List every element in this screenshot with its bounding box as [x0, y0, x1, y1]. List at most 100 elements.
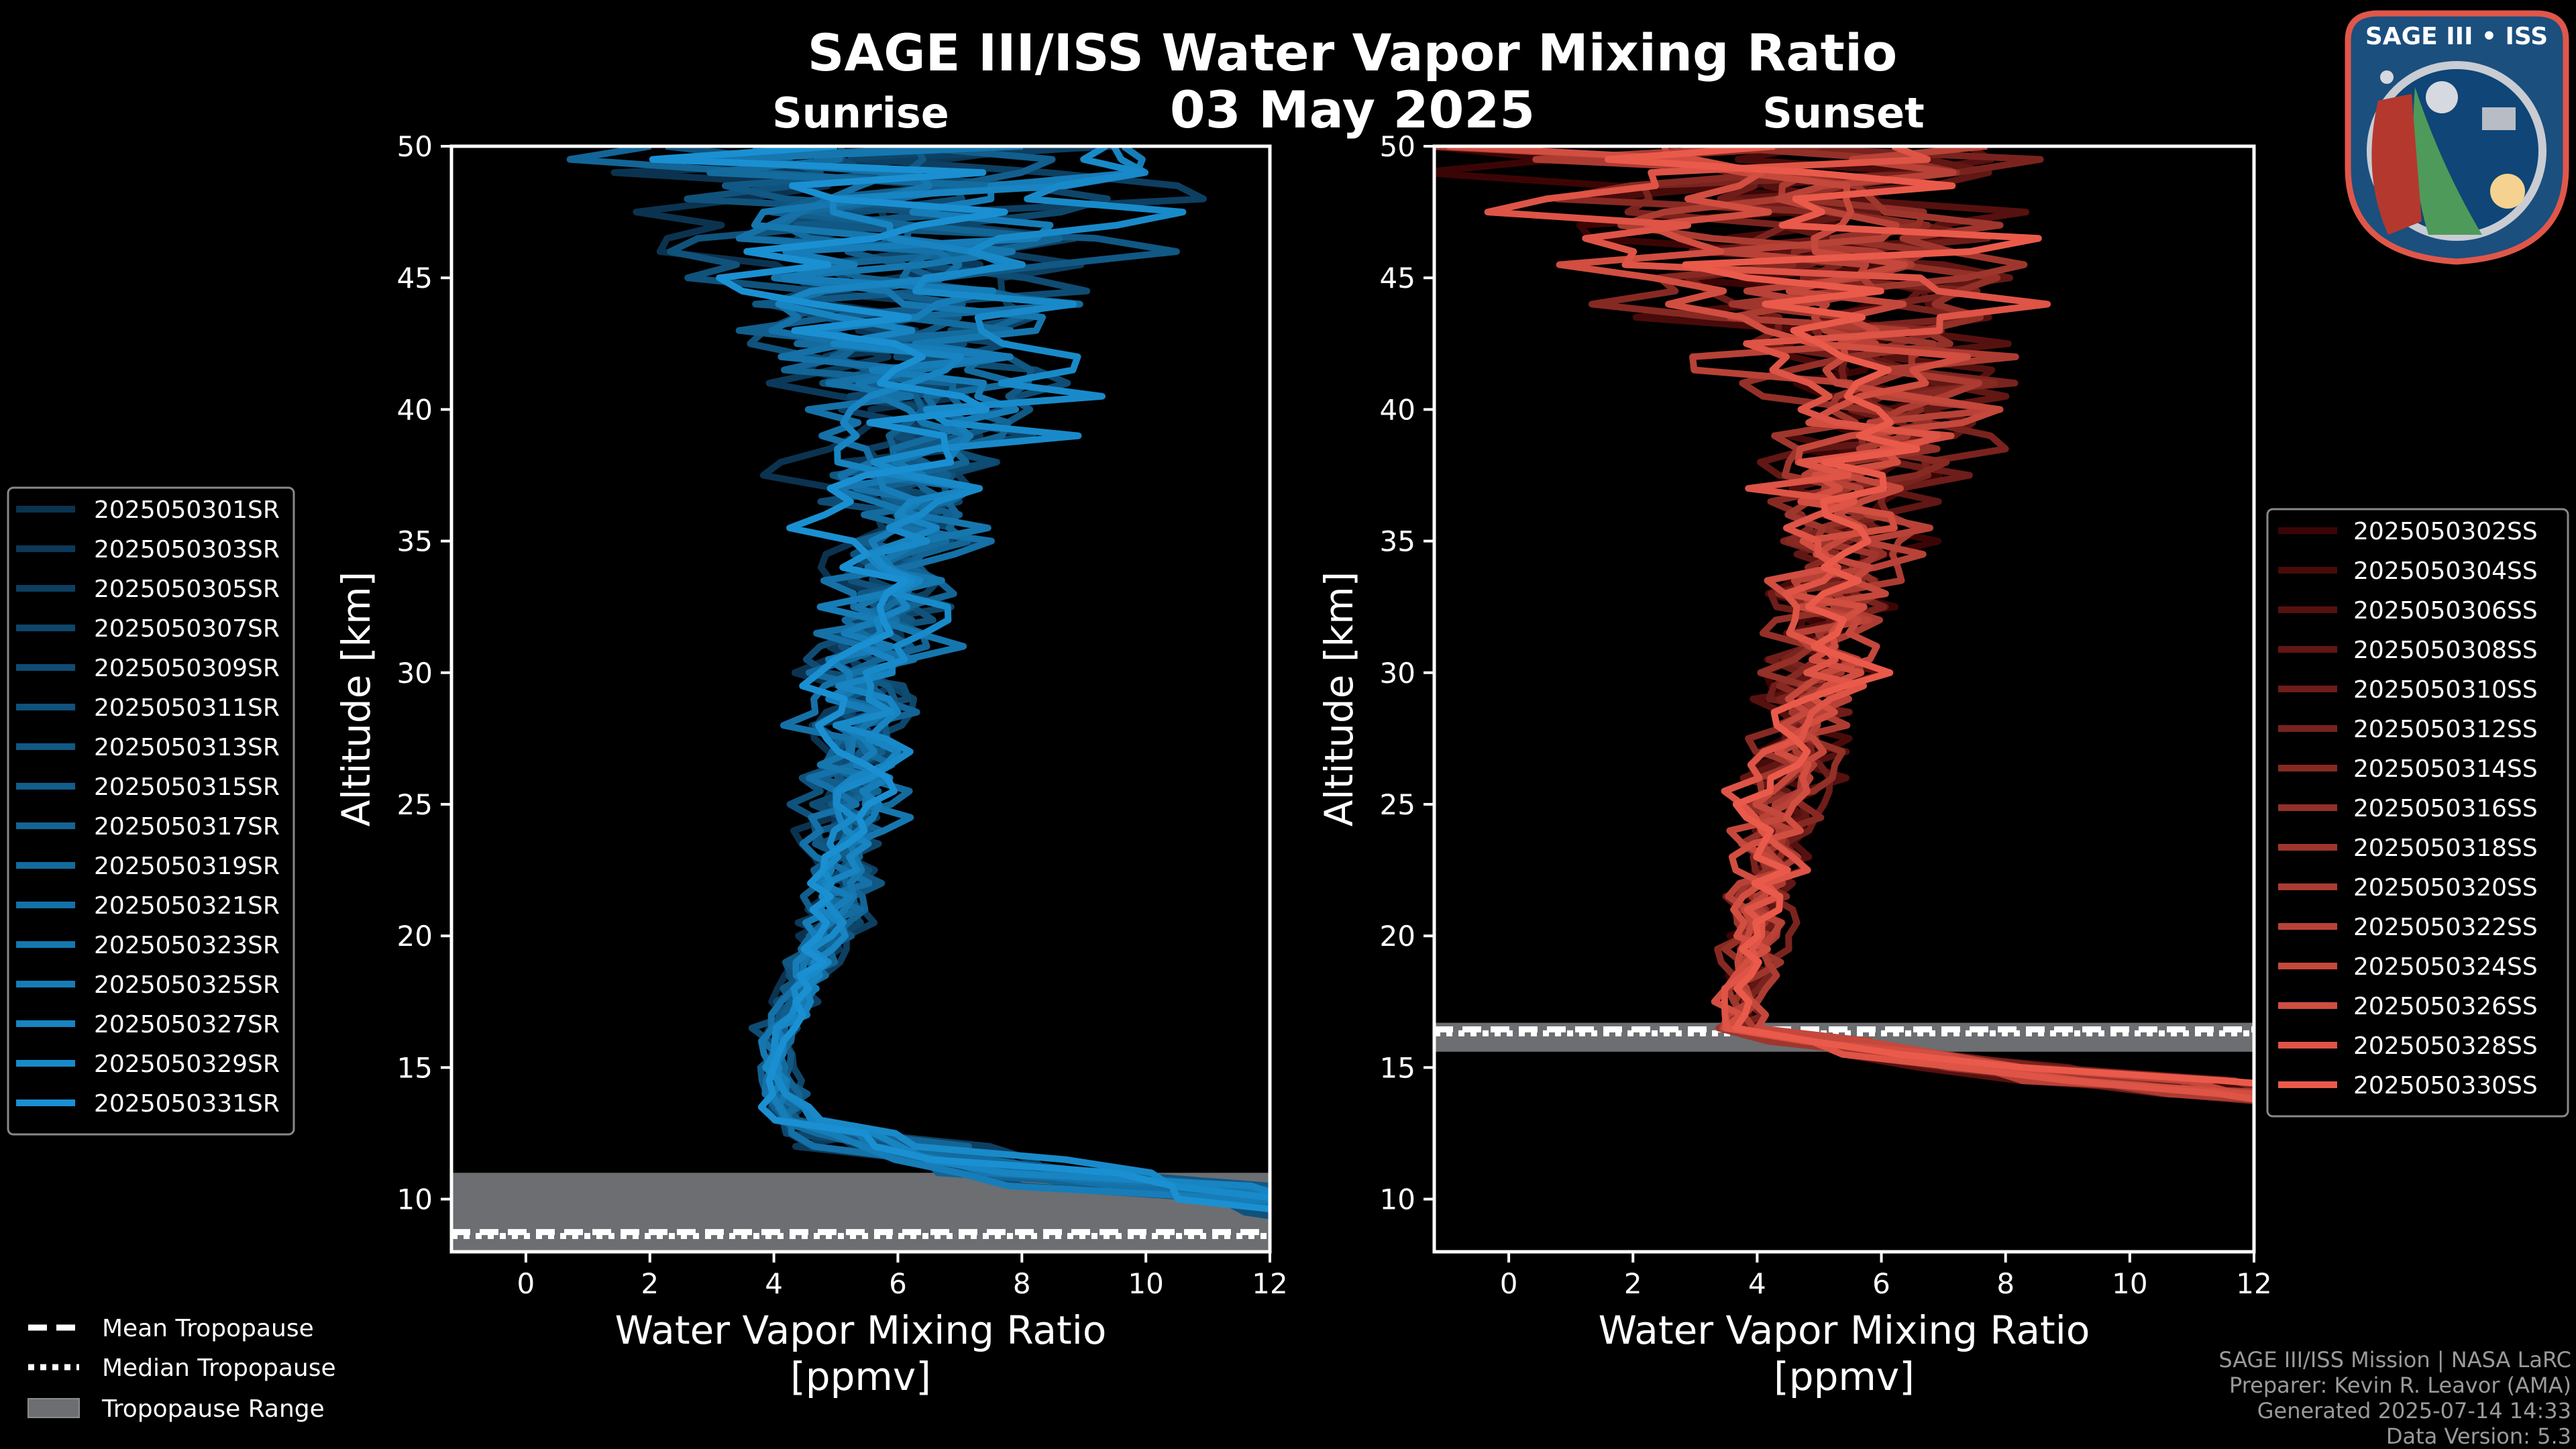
x-tick-label: 0 — [517, 1267, 535, 1300]
chart-date: 03 May 2025 — [1170, 80, 1535, 140]
legend-label: 2025050324SS — [2353, 953, 2538, 981]
profile-line-2025050327SR — [770, 146, 1270, 1196]
sunset-panel: 0 2 4 6 8 10 12 10 15 20 25 30 35 40 45 50 Water Vapor M… — [1316, 130, 2569, 1399]
y-tick-label: 15 — [1380, 1051, 1415, 1084]
y-tick-label: 30 — [1380, 657, 1415, 690]
legend-item: 2025050312SS — [2278, 716, 2538, 743]
footer-credits: SAGE III/ISS Mission | NASA LaRC Prepare… — [2218, 1347, 2571, 1449]
legend-label: 2025050316SS — [2353, 795, 2538, 822]
profile-line-2025050330SS — [1605, 146, 2254, 1087]
footer-generated: Generated 2025-07-14 14:33 — [2257, 1398, 2571, 1424]
legend-label: 2025050309SR — [94, 655, 280, 682]
y-tick-label: 35 — [397, 525, 433, 558]
legend-label: 2025050322SS — [2353, 914, 2538, 941]
legend-label: 2025050317SR — [94, 813, 280, 841]
x-tick-label: 6 — [1872, 1267, 1890, 1300]
legend-label: 2025050330SS — [2353, 1072, 2538, 1099]
legend-label: 2025050329SR — [94, 1051, 280, 1078]
x-axis-unit: [ppmv] — [1774, 1354, 1915, 1399]
y-tick-label: 45 — [1380, 262, 1415, 294]
legend-item: 2025050331SR — [16, 1090, 280, 1118]
legend-label: 2025050326SS — [2353, 993, 2538, 1020]
legend-label: 2025050319SR — [94, 853, 280, 880]
tropopause-legend: Mean Tropopause Median Tropopause Tropop… — [28, 1315, 336, 1423]
y-tick-label: 50 — [1380, 130, 1415, 163]
legend-label: 2025050301SR — [94, 496, 280, 524]
legend-label: 2025050310SS — [2353, 676, 2538, 704]
legend-label: 2025050305SR — [94, 576, 280, 603]
legend-label: 2025050312SS — [2353, 716, 2538, 743]
legend-label: 2025050328SS — [2353, 1032, 2538, 1060]
y-axis-label: Altitude [km] — [333, 572, 379, 826]
sunset-series-legend: 2025050302SS 2025050304SS 2025050306SS 2025… — [2266, 508, 2569, 1118]
legend-item: 2025050326SS — [2278, 993, 2538, 1020]
x-tick-label: 4 — [765, 1267, 783, 1300]
plot-area — [1434, 146, 2254, 1104]
legend-item: 2025050309SR — [16, 655, 280, 682]
legend-frame — [7, 486, 295, 1136]
legend-item: 2025050330SS — [2278, 1072, 2538, 1099]
legend-label: 2025050311SR — [94, 694, 280, 722]
y-tick-label: 40 — [397, 393, 433, 426]
legend-item: 2025050306SS — [2278, 597, 2538, 625]
footer-preparer: Preparer: Kevin R. Leavor (AMA) — [2229, 1373, 2571, 1398]
legend-item: 2025050324SS — [2278, 953, 2538, 981]
x-axis-label: Water Vapor Mixing Ratio — [1599, 1307, 2090, 1353]
legend-item: 2025050302SS — [2278, 518, 2538, 545]
svg-text:SAGE III • ISS: SAGE III • ISS — [2365, 23, 2548, 50]
legend-item: 2025050311SR — [16, 694, 280, 722]
axes-frame — [449, 144, 1272, 1254]
axes-frame — [1432, 144, 2256, 1254]
legend-label: 2025050321SR — [94, 892, 280, 920]
y-tick-label: 20 — [1380, 920, 1415, 953]
legend-item: 2025050301SR — [16, 496, 280, 524]
legend-label: 2025050325SR — [94, 971, 280, 999]
legend-item: 2025050328SS — [2278, 1032, 2538, 1060]
y-tick-label: 15 — [397, 1051, 433, 1084]
legend-label: 2025050307SR — [94, 615, 280, 643]
x-tick-label: 0 — [1500, 1267, 1518, 1300]
x-tick-label: 8 — [1996, 1267, 2015, 1300]
y-tick-label: 50 — [397, 130, 433, 163]
median-tropopause-label: Median Tropopause — [102, 1354, 336, 1382]
legend-item: 2025050307SR — [16, 615, 280, 643]
legend-label: 2025050320SS — [2353, 874, 2538, 902]
legend-label: 2025050314SS — [2353, 755, 2538, 783]
chart-title: SAGE III/ISS Water Vapor Mixing Ratio — [808, 23, 1898, 83]
legend-label: 2025050308SS — [2353, 637, 2538, 664]
footer-mission: SAGE III/ISS Mission | NASA LaRC — [2218, 1347, 2571, 1373]
y-tick-label: 45 — [397, 262, 433, 294]
legend-item: 2025050316SS — [2278, 795, 2538, 822]
x-tick-label: 10 — [1128, 1267, 1163, 1300]
legend-label: 2025050331SR — [94, 1090, 280, 1118]
legend-item: 2025050322SS — [2278, 914, 2538, 941]
sunset-panel-title: Sunset — [1762, 89, 1925, 138]
sunrise-series-legend: 2025050301SR 2025050303SR 2025050305SR 2025… — [7, 486, 295, 1136]
y-tick-label: 30 — [397, 657, 433, 690]
legend-frame — [2266, 508, 2569, 1118]
legend-item: 2025050304SS — [2278, 557, 2538, 585]
profile-line-2025050307SR — [763, 146, 1270, 1193]
y-tick-label: 40 — [1380, 393, 1415, 426]
x-tick-label: 4 — [1748, 1267, 1766, 1300]
plot-area — [451, 146, 1270, 1252]
y-tick-label: 10 — [397, 1183, 433, 1216]
x-tick-label: 6 — [889, 1267, 907, 1300]
mean-tropopause-label: Mean Tropopause — [102, 1315, 314, 1342]
x-axis-label: Water Vapor Mixing Ratio — [615, 1307, 1107, 1353]
legend-item: 2025050327SR — [16, 1011, 280, 1038]
tropopause-range-label: Tropopause Range — [101, 1395, 325, 1423]
y-tick-label: 25 — [1380, 788, 1415, 821]
y-tick-label: 35 — [1380, 525, 1415, 558]
legend-label: 2025050315SR — [94, 773, 280, 801]
sunrise-panel-title: Sunrise — [772, 89, 949, 138]
profile-line-2025050329SR — [762, 146, 1270, 1201]
legend-label: 2025050302SS — [2353, 518, 2538, 545]
legend-item: 2025050321SR — [16, 892, 280, 920]
x-axis-unit: [ppmv] — [790, 1354, 931, 1399]
profile-line-2025050324SS — [1661, 146, 2254, 1099]
x-tick-label: 12 — [1252, 1267, 1287, 1300]
y-axis-label: Altitude [km] — [1316, 572, 1362, 826]
legend-item: 2025050315SR — [16, 773, 280, 801]
